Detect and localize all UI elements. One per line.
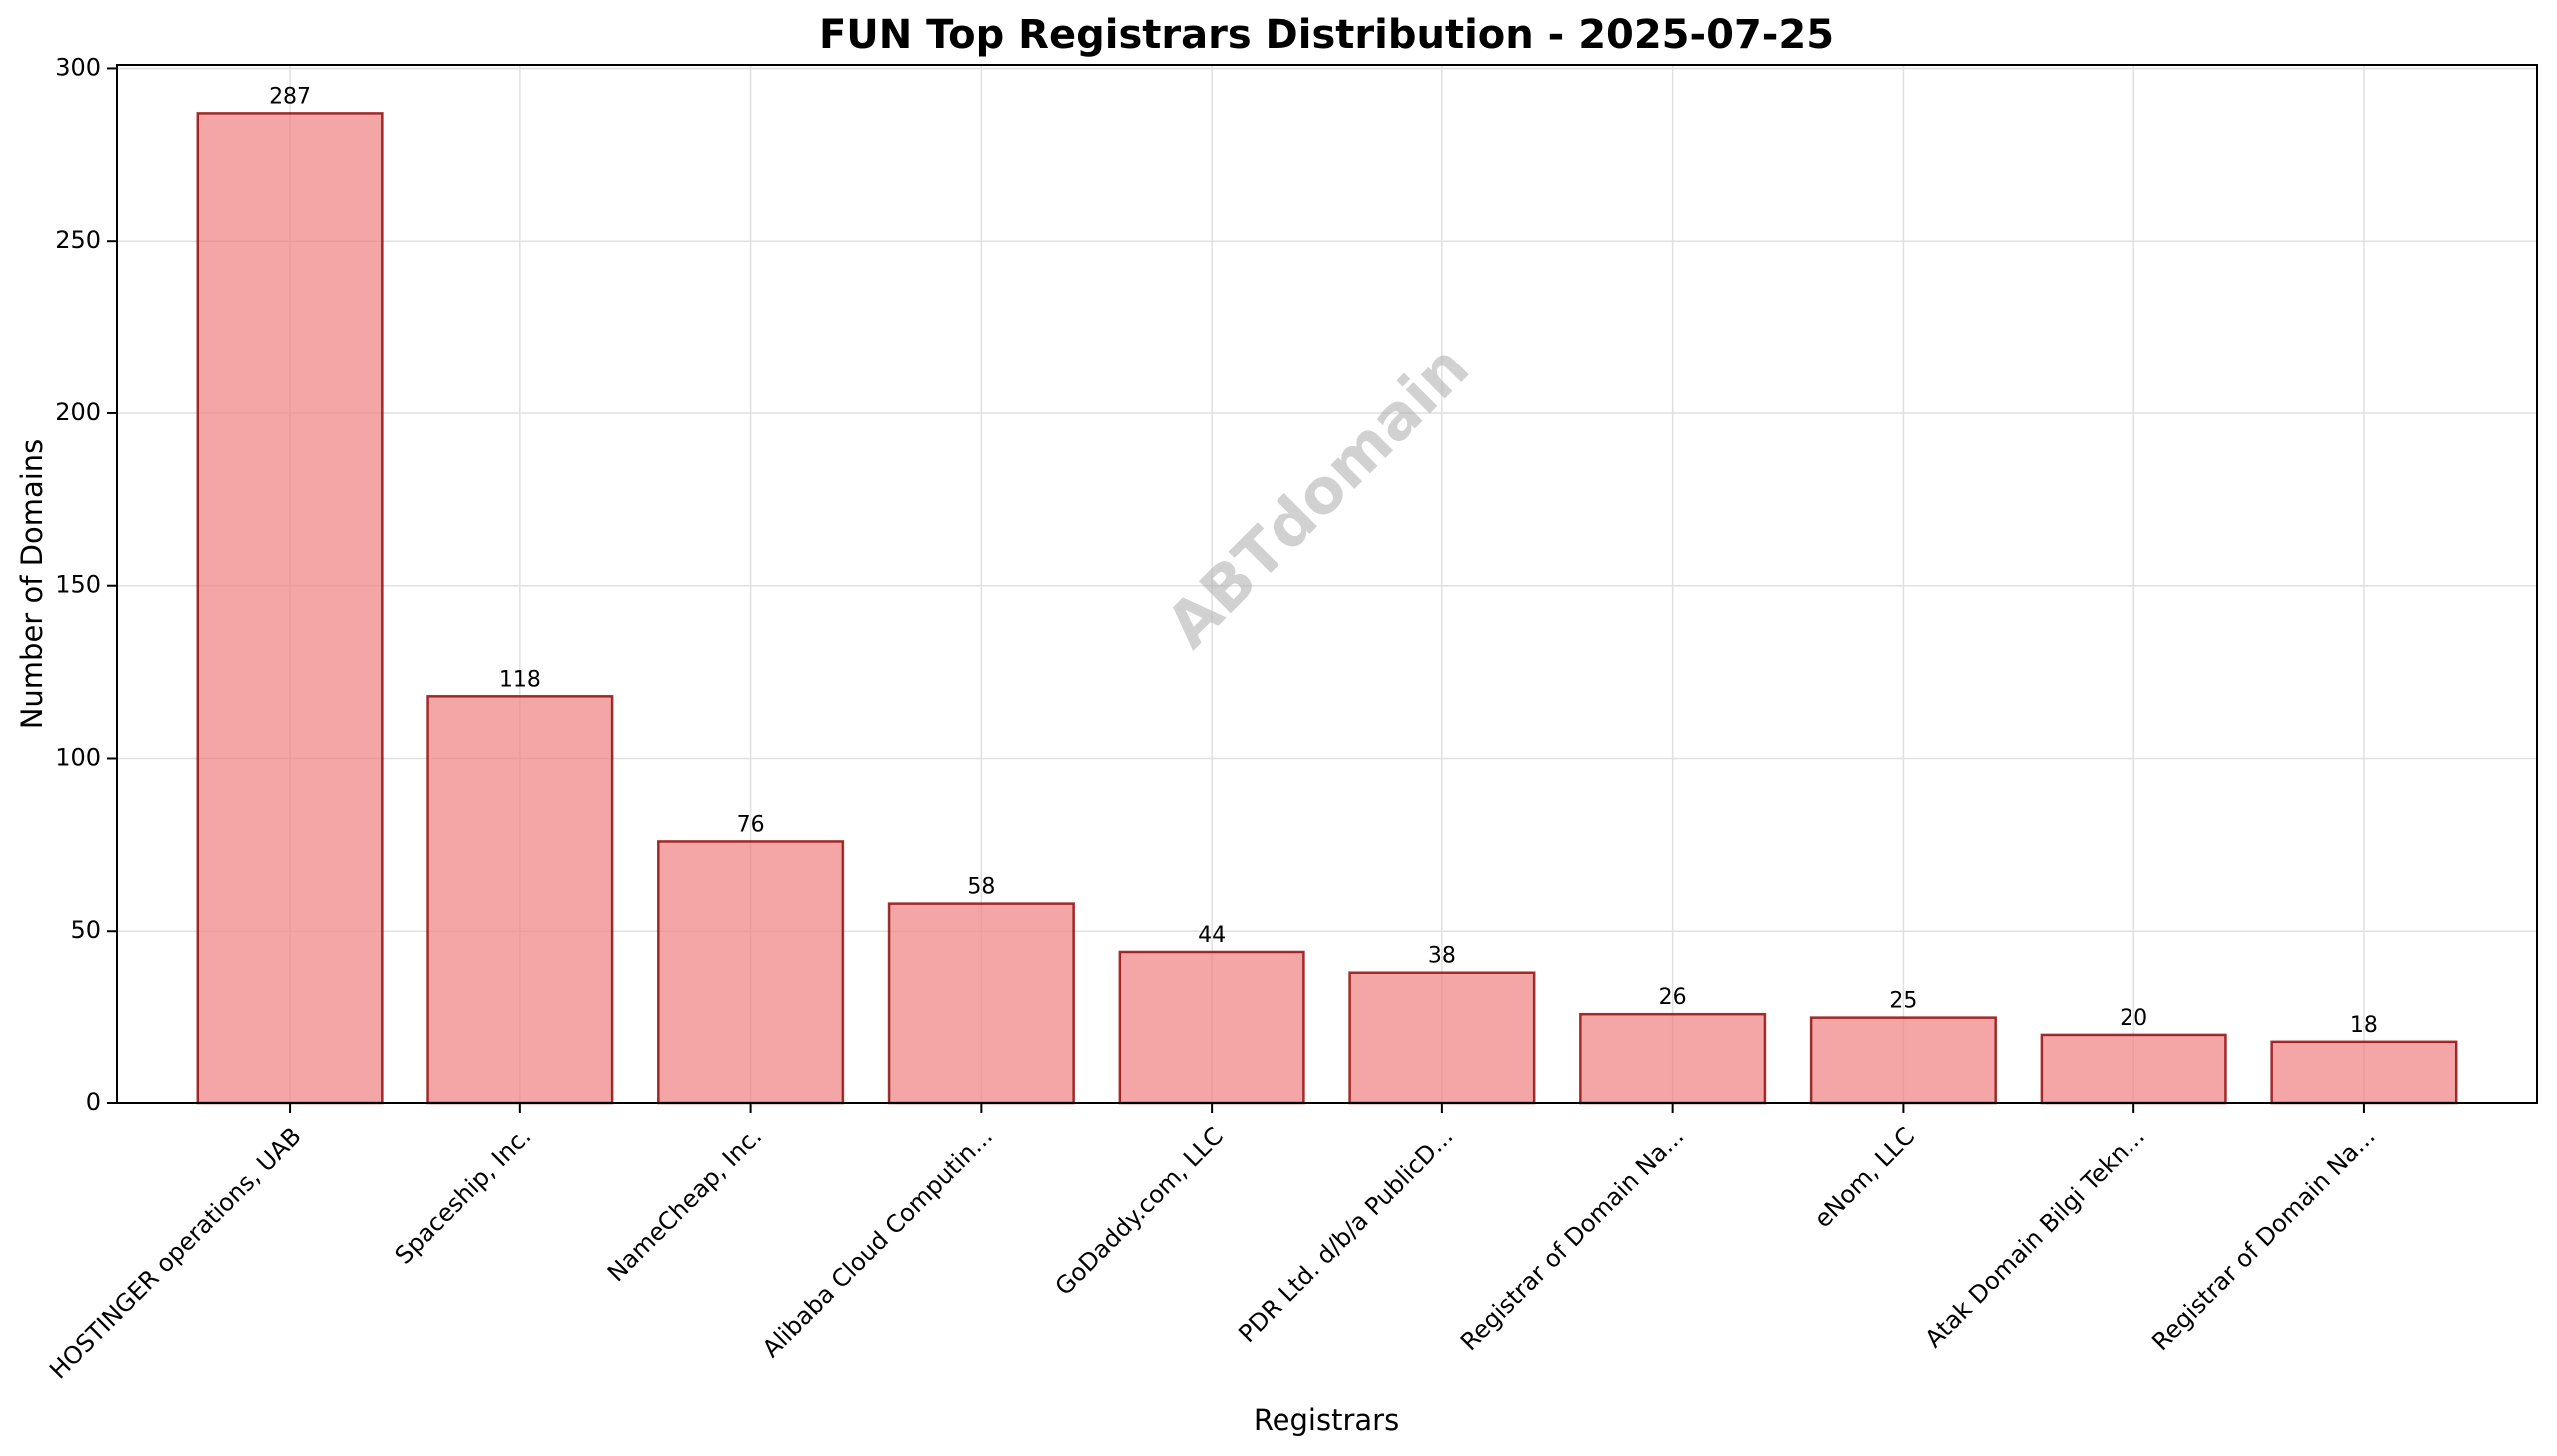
bar: [426, 695, 614, 1105]
y-tick-label: 200: [55, 398, 101, 426]
x-tick-label: HOSTINGER operations, UAB: [44, 1122, 307, 1385]
y-tick-label: 100: [55, 743, 101, 771]
y-tick-label: 150: [55, 571, 101, 599]
bars-layer: [196, 112, 2458, 1105]
x-tick-label: NameCheap, Inc.: [602, 1122, 767, 1287]
bar: [1809, 1016, 1997, 1105]
bar-value-label: 76: [737, 812, 765, 837]
x-tick-label: Spaceship, Inc.: [390, 1122, 537, 1270]
watermark-text: ABTdomain: [1152, 331, 1483, 662]
bar-value-label: 38: [1428, 944, 1456, 969]
bar-value-label: 44: [1198, 923, 1226, 948]
x-tick-label: eNom, LLC: [1809, 1122, 1920, 1233]
bar: [2270, 1040, 2458, 1105]
y-axis-title: Number of Domains: [15, 439, 49, 730]
bar-value-label: 26: [1659, 985, 1687, 1010]
chart-title: FUN Top Registrars Distribution - 2025-0…: [819, 12, 1834, 58]
bar: [1118, 950, 1305, 1105]
y-axis-ticks: 0 50 100 150 200 250 300: [55, 53, 117, 1116]
bar: [196, 112, 384, 1105]
bar-value-label: 118: [499, 667, 541, 692]
bar: [887, 902, 1075, 1105]
bar: [1579, 1012, 1767, 1105]
x-tick-label: Atak Domain Bilgi Tekn...: [1920, 1122, 2150, 1353]
y-tick-label: 0: [86, 1089, 101, 1116]
bar-value-label: 18: [2350, 1013, 2378, 1038]
bar: [2040, 1033, 2227, 1105]
plot-area-frame: [116, 64, 2538, 1104]
x-tick-label: Registrar of Domain Na...: [1455, 1122, 1689, 1356]
bar-value-label: 25: [1889, 989, 1917, 1014]
bar-value-label: 58: [967, 875, 995, 900]
y-tick-label: 50: [70, 916, 101, 944]
bar-value-label: 20: [2120, 1006, 2147, 1031]
bar: [1348, 971, 1536, 1105]
data-labels: 287 118 76 58 44 38 26 25 20 18: [269, 84, 2378, 1037]
x-tick-label: Registrar of Domain Na...: [2146, 1122, 2380, 1356]
x-axis-title: Registrars: [1254, 1403, 1399, 1437]
y-tick-label: 250: [55, 226, 101, 254]
x-tick-label: Alibaba Cloud Computin...: [757, 1122, 998, 1363]
bar-value-label: 287: [269, 84, 311, 109]
bar: [657, 840, 845, 1105]
x-tick-label: PDR Ltd. d/b/a PublicD...: [1233, 1122, 1458, 1348]
x-tick-label: GoDaddy.com, LLC: [1050, 1122, 1229, 1301]
y-tick-label: 300: [55, 53, 101, 81]
x-axis-ticks: HOSTINGER operations, UAB Spaceship, Inc.…: [44, 1103, 2381, 1385]
